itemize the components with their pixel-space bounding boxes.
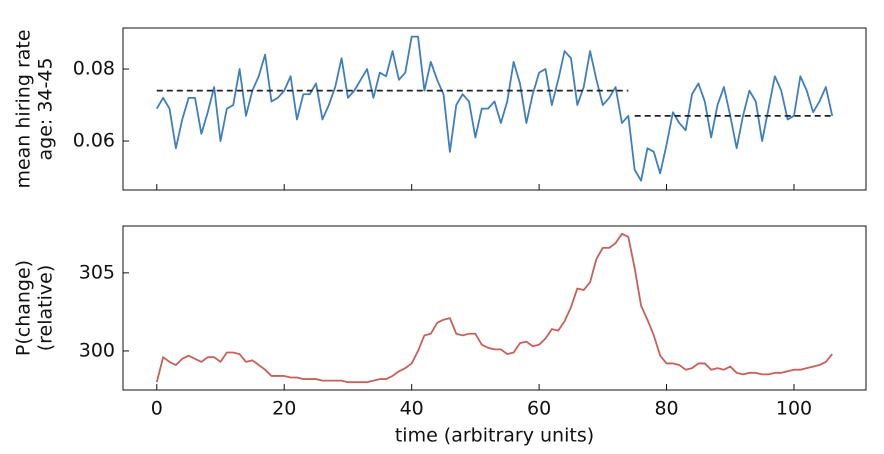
y-axis-label: (relative) — [35, 265, 57, 352]
x-tick-label: 20 — [272, 398, 296, 420]
data-line — [155, 232, 833, 384]
y-tick-label: 0.08 — [73, 58, 115, 80]
x-tick-label: 60 — [527, 398, 551, 420]
y-tick-label: 305 — [79, 261, 115, 283]
x-tick-label: 100 — [776, 398, 812, 420]
x-tick-label: 0 — [151, 398, 163, 420]
y-axis-label: age: 34-45 — [35, 57, 57, 160]
x-tick-label: 40 — [400, 398, 424, 420]
y-tick-label: 0.06 — [73, 130, 115, 152]
x-axis-label: time (arbitrary units) — [395, 425, 594, 447]
y-axis-label: P(change) — [13, 260, 35, 356]
y-axis-label: mean hiring rate — [13, 29, 35, 188]
axes-frame — [122, 27, 867, 191]
axes-frame — [122, 225, 867, 391]
x-tick-label: 80 — [654, 398, 678, 420]
data-line — [155, 35, 834, 182]
y-tick-label: 300 — [79, 339, 115, 361]
